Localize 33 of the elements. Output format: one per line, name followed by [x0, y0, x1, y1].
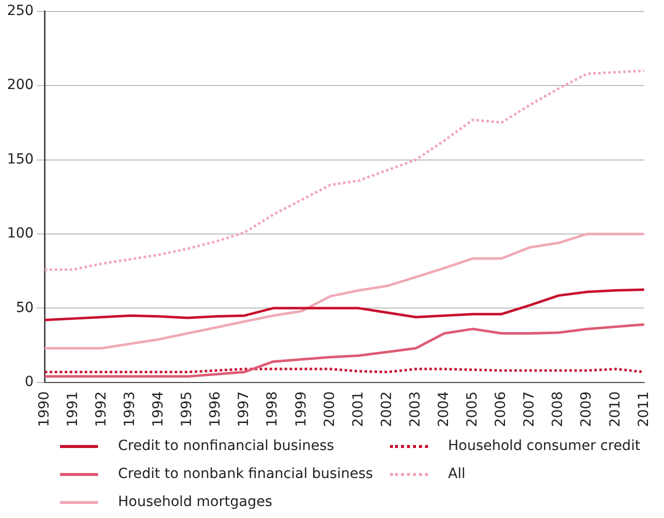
x-tick-label: 1991: [64, 391, 81, 428]
x-tick-label: 2001: [350, 391, 366, 428]
x-tick-label: 2003: [407, 391, 424, 428]
x-tick-label: 1999: [293, 391, 310, 428]
y-tick-label: 200: [6, 77, 34, 94]
y-tick-label: 50: [16, 300, 34, 316]
y-tick-label: 0: [24, 374, 34, 390]
y-tick-label: 100: [6, 226, 34, 242]
x-tick-label: 1992: [93, 391, 110, 428]
x-tick-label: 1995: [179, 391, 196, 428]
y-tick-label: 250: [6, 3, 34, 20]
x-tick-label: 2009: [578, 391, 595, 428]
x-tick-label: 1993: [122, 391, 138, 428]
x-tick-label: 1998: [264, 391, 281, 428]
x-tick-label: 2005: [464, 391, 481, 428]
legend-label: Credit to nonfinancial business: [118, 438, 334, 454]
x-tick-label: 1996: [208, 391, 224, 428]
x-tick-label: 1990: [36, 391, 52, 428]
x-tick-label: 2002: [378, 391, 395, 428]
x-tick-label: 2011: [636, 391, 652, 428]
x-tick-label: 2008: [550, 391, 566, 428]
x-tick-label: 1997: [236, 391, 252, 428]
x-tick-label: 2010: [607, 391, 624, 428]
legend-label: Credit to nonbank financial business: [118, 466, 373, 482]
x-tick-label: 2007: [522, 391, 538, 428]
x-tick-label: 2004: [436, 391, 452, 428]
x-tick-label: 1994: [150, 391, 167, 428]
y-tick-label: 150: [6, 151, 34, 168]
x-tick-label: 2006: [493, 391, 510, 428]
legend-label: Household consumer credit: [448, 438, 640, 454]
legend-label: All: [448, 466, 466, 482]
x-tick-label: 2000: [322, 391, 338, 428]
legend-label: Household mortgages: [118, 494, 272, 510]
